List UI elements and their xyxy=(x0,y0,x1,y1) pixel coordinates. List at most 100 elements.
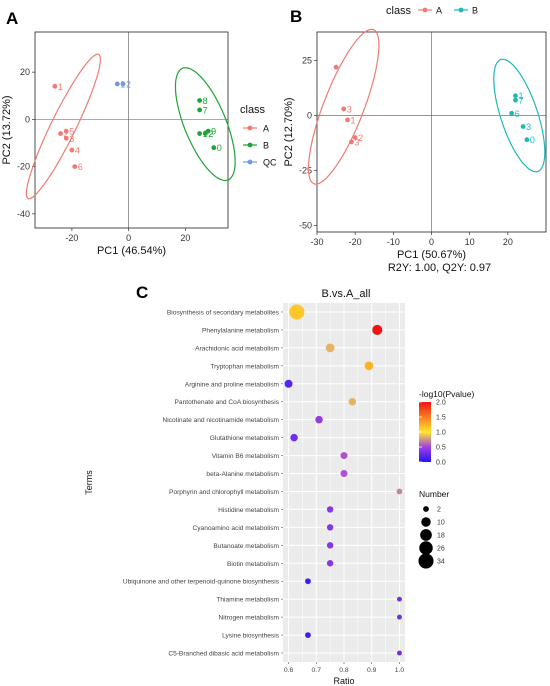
sample-label: 8 xyxy=(203,96,208,106)
confidence-ellipse-b xyxy=(493,58,546,173)
x-tick-label: 0 xyxy=(429,237,434,247)
sample-point-a xyxy=(63,128,69,134)
y-axis-label: Terms xyxy=(84,470,94,495)
term-label: Thiamine metabolism xyxy=(216,597,279,604)
sample-label: 2 xyxy=(358,133,363,143)
sample-label: 1 xyxy=(351,115,356,125)
sample-label: 7 xyxy=(203,105,208,115)
plot-frame xyxy=(34,31,229,229)
sample-point-b xyxy=(520,124,526,129)
x-tick-label: 1.0 xyxy=(395,667,405,674)
bubble-point xyxy=(348,397,357,406)
y-tick-label: 0 xyxy=(25,114,30,124)
bubble-point xyxy=(326,542,334,549)
term-label: Vitamin B6 metabolism xyxy=(212,453,280,460)
legend-entry: A xyxy=(263,124,269,134)
sample-label: 3 xyxy=(526,122,531,132)
sample-label: 2 xyxy=(208,129,213,139)
confidence-ellipse-b xyxy=(174,67,236,182)
sample-label: 3 xyxy=(347,104,352,114)
size-legend-point xyxy=(419,541,433,555)
legend-entry: A xyxy=(436,6,442,16)
size-legend-point xyxy=(423,506,429,512)
legend-key-point xyxy=(422,7,428,13)
size-legend-label: 34 xyxy=(437,559,445,566)
term-label: beta-Alanine metabolism xyxy=(206,471,279,478)
x-tick-label: -30 xyxy=(310,237,323,247)
sample-point-a xyxy=(352,135,358,140)
size-legend-point xyxy=(418,553,434,569)
sample-label: 1 xyxy=(58,82,63,92)
term-label: Arginine and proline metabolism xyxy=(185,381,280,388)
x-tick-label: 0.6 xyxy=(284,667,294,674)
color-legend-title: -log10(Pvalue) xyxy=(419,389,474,399)
sample-label: 2 xyxy=(64,129,69,139)
bubble-point xyxy=(372,324,383,335)
y-axis-label: PC2 (12.70%) xyxy=(283,97,295,166)
sample-point-b xyxy=(211,145,217,151)
sample-point-b xyxy=(197,131,203,136)
legend-entry: B xyxy=(263,141,269,151)
sample-label: 9 xyxy=(211,127,216,137)
bubble-point xyxy=(340,452,348,460)
color-bar-label: 2.0 xyxy=(436,400,446,407)
bubble-point xyxy=(289,304,305,320)
size-legend-point xyxy=(421,517,431,527)
panel-label-b: B xyxy=(290,7,302,26)
color-bar-label: 0.5 xyxy=(436,445,446,452)
term-label: Cyanoamino acid metabolism xyxy=(193,525,280,532)
sample-label: 5 xyxy=(69,127,74,137)
legend-key-point xyxy=(247,125,253,131)
y-tick-label: -40 xyxy=(17,209,30,219)
legend-key-point xyxy=(247,159,253,165)
sample-label: 0 xyxy=(530,135,535,145)
term-label: Tryptophan metabolism xyxy=(210,363,279,370)
x-tick-label: 0.7 xyxy=(312,667,322,674)
sample-point-a xyxy=(69,147,75,153)
legend-key-point xyxy=(247,142,253,148)
sample-label: 6 xyxy=(515,109,520,119)
sample-point-a xyxy=(341,106,347,112)
x-tick-label: 0 xyxy=(126,233,131,243)
color-bar-label: 0.0 xyxy=(436,460,446,467)
sample-point-qc xyxy=(114,81,120,87)
size-legend-label: 2 xyxy=(437,507,441,514)
sample-point-b xyxy=(524,137,530,143)
x-tick-label: 20 xyxy=(180,233,190,243)
bubble-point xyxy=(284,379,293,388)
sample-point-a xyxy=(348,139,354,145)
x-axis-label: PC1 (46.54%) xyxy=(97,245,166,257)
term-label: Arachidonic acid metabolism xyxy=(195,345,279,352)
sample-point-b xyxy=(513,93,518,99)
y-tick-label: 25 xyxy=(302,56,312,66)
term-label: Biotin metabolism xyxy=(227,561,280,568)
y-tick-label: 0 xyxy=(307,111,312,121)
term-label: C5-Branched dibasic acid metabolism xyxy=(168,651,279,658)
term-label: Nicotinate and nicotinamide metabolism xyxy=(162,417,279,424)
bubble-point xyxy=(397,614,402,620)
term-label: Pantothenate and CoA biosynthesis xyxy=(175,399,280,406)
panel-label-a: A xyxy=(6,9,18,28)
bubble-point xyxy=(326,560,334,567)
y-tick-label: -25 xyxy=(299,165,312,175)
sample-label: 7 xyxy=(518,96,523,106)
term-label: Histidine metabolism xyxy=(218,507,279,514)
sample-label: 4 xyxy=(75,146,80,156)
x-tick-label: 20 xyxy=(503,237,513,247)
x-tick-label: 0.9 xyxy=(367,667,377,674)
term-label: Glutathione metabolism xyxy=(210,435,280,442)
term-label: Ubiquinone and other terpenoid-quinone b… xyxy=(123,579,280,586)
size-legend-label: 26 xyxy=(437,546,445,553)
legend-key-point xyxy=(458,7,464,13)
sample-label: 0 xyxy=(217,143,222,153)
term-label: Butanoate metabolism xyxy=(213,543,279,550)
size-legend-label: 10 xyxy=(437,520,445,527)
color-bar-label: 1.0 xyxy=(436,430,446,437)
x-axis-label: PC1 (50.67%) xyxy=(397,249,466,261)
color-bar-label: 1.5 xyxy=(436,415,446,422)
bubble-point xyxy=(305,578,311,585)
bubble-point xyxy=(397,650,402,656)
chart-title: B.vs.A_all xyxy=(322,288,371,300)
